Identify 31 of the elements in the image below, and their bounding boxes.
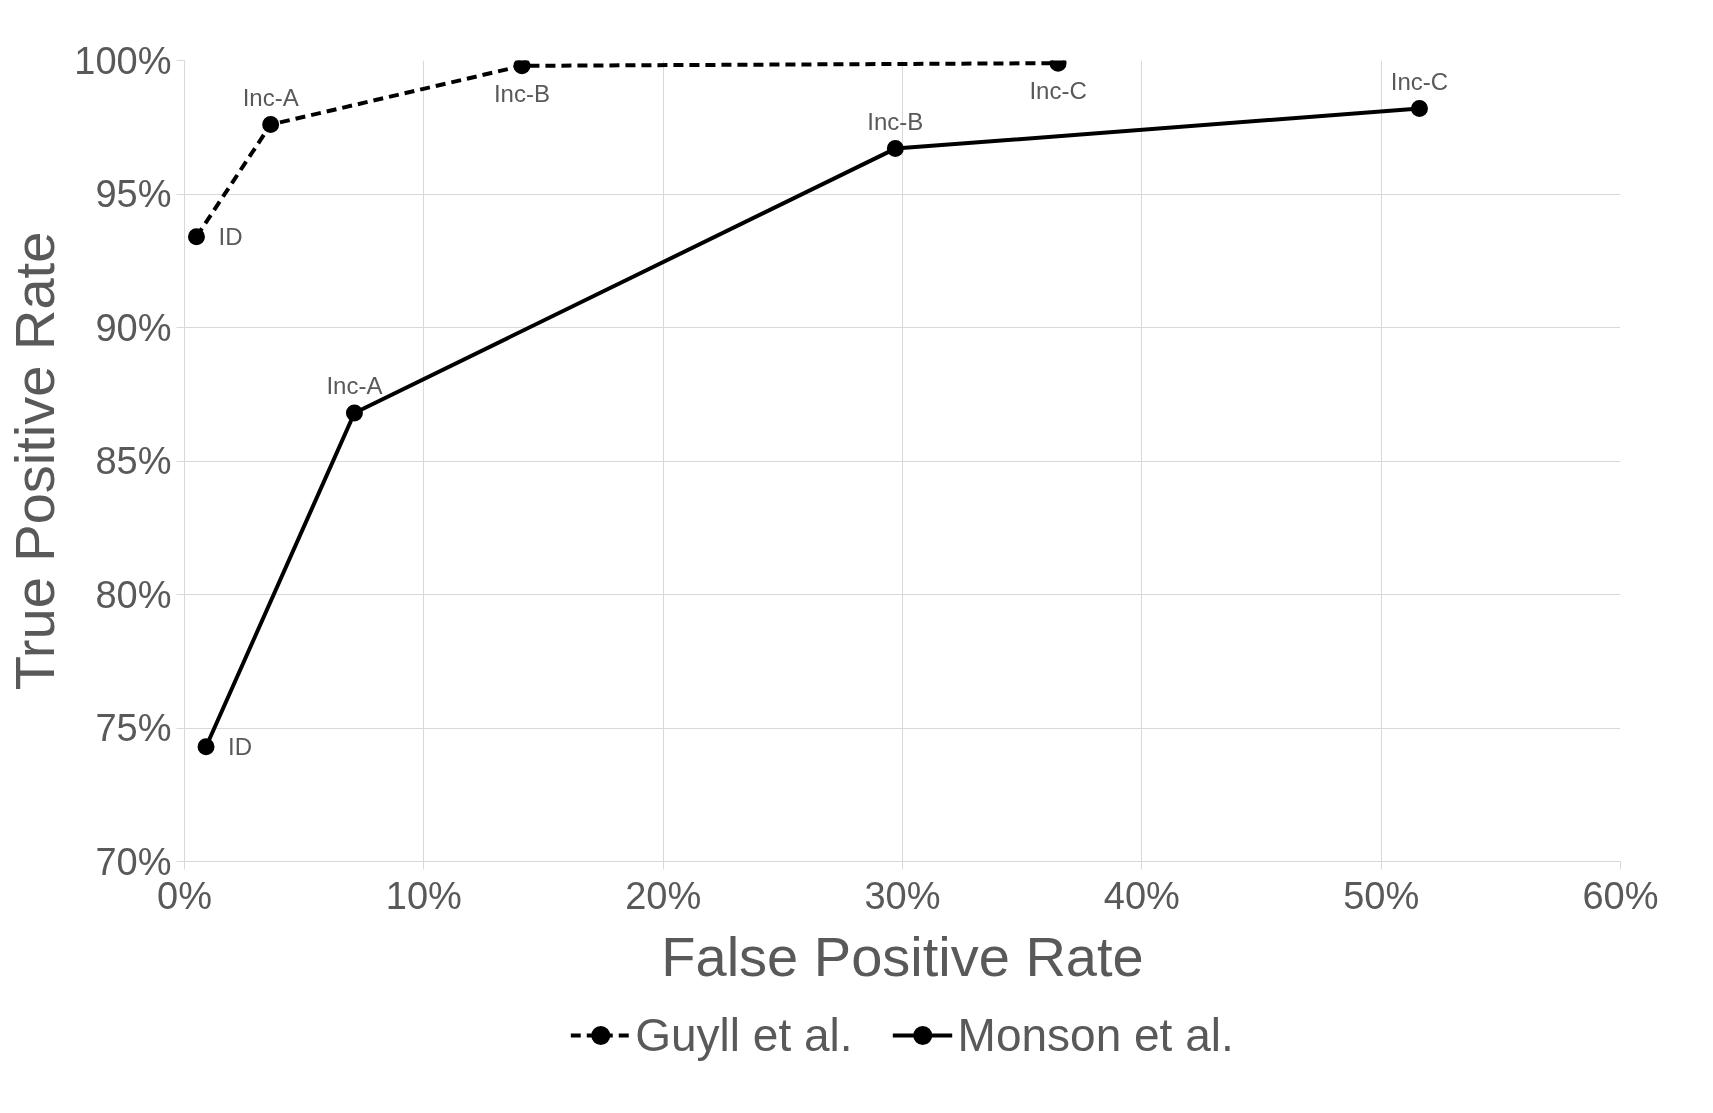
annotation: Inc-C <box>1390 67 1449 95</box>
x-tick-label: 20% <box>625 874 702 917</box>
annotation: Inc-C <box>1029 77 1087 105</box>
x-tick-label: 30% <box>864 874 941 917</box>
annotation: Inc-A <box>326 371 383 399</box>
annotation: ID <box>218 223 243 251</box>
point <box>197 738 215 756</box>
y-tick-label: 80% <box>95 573 172 616</box>
annotation: Inc-A <box>242 83 299 111</box>
x-tick-label: 60% <box>1582 874 1659 917</box>
point <box>262 116 280 134</box>
point <box>886 140 904 158</box>
x-axis-title: False Positive Rate <box>661 924 1144 988</box>
x-tick-label: 50% <box>1343 874 1420 917</box>
annotation: Inc-B <box>493 79 550 107</box>
legend-label: Guyll et al. <box>635 1008 853 1062</box>
point <box>345 404 363 422</box>
x-tick-label: 40% <box>1103 874 1180 917</box>
y-tick-label: 90% <box>95 306 172 349</box>
y-axis-title: True Positive Rate <box>3 231 67 691</box>
y-tick-label: 75% <box>95 707 172 749</box>
annotation: ID <box>228 733 253 761</box>
x-tick-label: 10% <box>385 874 462 917</box>
y-tick-label: 100% <box>74 39 172 82</box>
y-tick-label: 95% <box>95 173 172 215</box>
point <box>187 228 205 246</box>
y-tick-label: 85% <box>95 440 172 482</box>
point <box>513 60 531 75</box>
annotation: Inc-B <box>867 107 924 135</box>
point <box>1410 100 1428 118</box>
legend-label: Monson et al. <box>957 1008 1234 1062</box>
